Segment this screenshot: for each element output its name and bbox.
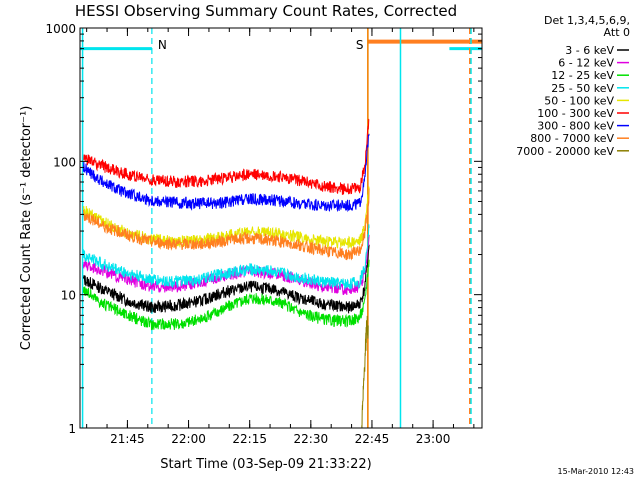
series-line-1	[82, 244, 370, 314]
legend-label-2: 6 - 12 keV	[558, 57, 614, 70]
x-tick-label-1: 21:45	[110, 432, 145, 446]
marker-label-n: N	[158, 38, 167, 52]
x-tick-label-5: 22:45	[355, 432, 390, 446]
y-tick-label-2: 10	[61, 289, 76, 303]
series-line-5	[82, 186, 370, 250]
series-line-9	[361, 315, 369, 429]
legend-label-9: 7000 - 20000 keV	[516, 145, 614, 158]
y-tick-label-1: 1	[68, 422, 76, 436]
y-axis: 1 10 100 1000	[45, 22, 482, 436]
y-axis-label: Corrected Count Rate (s⁻¹ detector⁻¹)	[19, 106, 34, 351]
x-axis-label: Start Time (03-Sep-09 21:33:22)	[160, 457, 371, 472]
series-line-2	[82, 234, 370, 296]
series-line-8	[82, 188, 370, 261]
series-line-3	[82, 259, 370, 331]
legend-label-6: 100 - 300 keV	[537, 107, 614, 120]
timestamp: 15-Mar-2010 12:43	[558, 467, 635, 476]
y-tick-label-3: 100	[53, 155, 76, 169]
x-tick-label-3: 22:15	[232, 432, 267, 446]
legend-label-1: 3 - 6 keV	[565, 44, 614, 57]
x-tick-label-2: 22:00	[171, 432, 206, 446]
plot-frame	[79, 27, 483, 429]
legend-label-5: 50 - 100 keV	[544, 94, 614, 107]
marker-label-s: S	[356, 38, 364, 52]
x-tick-label-4: 22:30	[294, 432, 329, 446]
legend-label-8: 800 - 7000 keV	[530, 132, 614, 145]
chart-title: HESSI Observing Summary Count Rates, Cor…	[75, 2, 457, 20]
series-line-7	[82, 133, 370, 213]
y-tick-label-4: 1000	[45, 22, 76, 36]
series-line-6	[83, 118, 370, 195]
x-tick-label-6: 23:00	[416, 432, 451, 446]
legend-label-3: 12 - 25 keV	[551, 69, 614, 82]
series-line-4	[82, 224, 370, 291]
legend-header-line-1: Det 1,3,4,5,6,9,	[544, 14, 630, 27]
legend-label-4: 25 - 50 keV	[551, 82, 614, 95]
legend-label-7: 300 - 800 keV	[537, 120, 614, 133]
legend-header-line-2: Att 0	[604, 26, 630, 39]
x-axis: 21:45 22:00 22:15 22:30 22:45 23:00	[86, 28, 475, 446]
